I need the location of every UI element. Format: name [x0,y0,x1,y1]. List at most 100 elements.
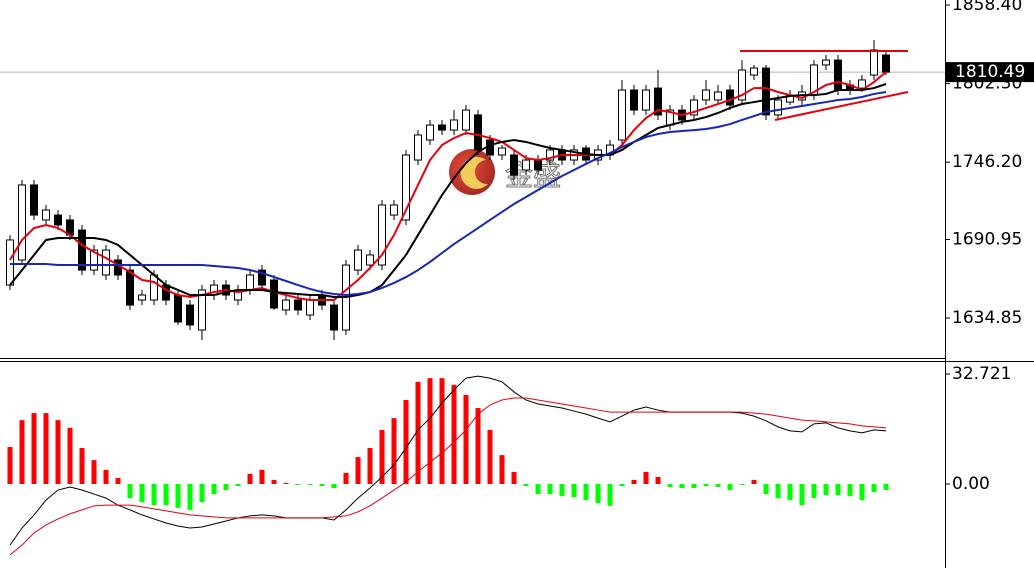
histogram-bar [511,471,517,484]
candle-body [294,299,302,311]
watermark-logo [460,156,488,189]
histogram-bar [175,483,181,508]
histogram-bar [715,483,721,488]
line-series [9,397,887,556]
histogram-bar [379,429,385,484]
histogram-bar [475,408,481,484]
histogram-bar [55,420,61,484]
candle-body [30,184,38,216]
histogram-bar [91,460,97,484]
histogram-bar [799,483,805,506]
last-price-box [946,62,1034,83]
last-price-label: 1810.49 [955,62,1025,82]
y-tick-label: 1690.95 [952,229,1022,249]
candle-body [462,109,470,131]
histogram-bar [787,483,793,501]
candle-body [90,249,98,271]
candle-body [834,59,842,91]
candle-body [522,159,530,171]
histogram-bar [679,483,685,489]
histogram-bar [463,394,469,484]
histogram-bar [415,381,421,484]
candle-body [174,294,182,323]
histogram-bar [127,483,133,499]
histogram-bar [79,448,85,484]
histogram-bar [211,483,217,495]
candle-body [402,154,410,221]
histogram-bar [883,483,889,491]
histogram-bar [103,469,109,484]
histogram-bar [343,472,349,484]
histogram-bar [355,457,361,484]
candle-body [282,299,290,311]
histogram-bar [667,483,673,488]
candle-body [150,274,158,301]
histogram-bar [283,482,289,484]
histogram-bar [295,483,301,485]
candle-body [882,54,890,73]
histogram-bar [247,473,253,484]
histogram-bar [775,483,781,499]
histogram-bar [571,483,577,498]
histogram-bar [595,483,601,504]
candle-body [630,89,638,111]
candle-body [378,204,386,266]
histogram-bar [487,429,493,484]
candle-body [306,299,314,316]
candle-body [822,59,830,66]
line-series [9,375,887,546]
candle-body [354,249,362,271]
watermark: 金盛 [449,149,562,195]
histogram-bar [439,378,445,484]
candle-body [258,269,266,286]
candle-body [186,304,194,326]
histogram-bar [451,384,457,484]
candle-body [366,254,374,266]
candle-body [738,69,746,101]
histogram-bar [691,483,697,489]
candle-body [858,79,866,89]
candle-body [450,119,458,131]
histogram-bar [259,469,265,484]
line-series [9,71,887,302]
candle-body [390,204,398,216]
candle-body [198,289,206,331]
candle-body [642,89,650,111]
candle-body [690,99,698,116]
histogram-bar [871,483,877,493]
trendline [774,91,909,121]
line-series [9,83,887,298]
histogram-bar [307,483,313,485]
histogram-bar [619,483,625,487]
histogram-bar [67,427,73,484]
candle-body [426,124,434,141]
histogram-bar [655,476,661,484]
histogram-bar [847,483,853,497]
histogram-bar [367,448,373,484]
candle-body [42,209,50,221]
y-tick-label: 1746.20 [952,152,1022,172]
histogram-bar [403,399,409,484]
histogram-bar [763,483,769,495]
histogram-bar [31,413,37,484]
candle-body [18,184,26,261]
candle-body [102,249,110,276]
histogram-bar [19,420,25,484]
histogram-bar [199,483,205,503]
histogram-bar [43,413,49,484]
histogram-bar [751,479,757,484]
candle-body [126,269,134,306]
histogram-bar [643,471,649,484]
candle-body [702,89,710,101]
histogram-bar [523,483,529,487]
histogram-bar [271,479,277,484]
candle-body [714,91,722,101]
histogram-bar [319,483,325,487]
candle-body [774,99,782,116]
line-series [10,90,887,296]
histogram-bar [631,479,637,484]
candle-body [510,154,518,176]
candle-body [750,67,758,76]
candle-body [870,49,878,76]
